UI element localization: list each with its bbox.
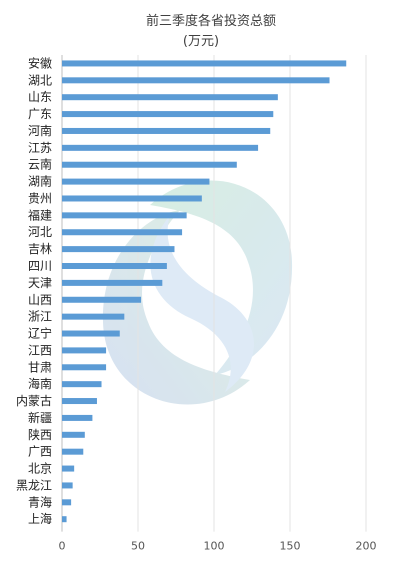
bar <box>62 77 330 84</box>
category-label: 广东 <box>28 107 52 121</box>
x-tick-label: 100 <box>204 540 225 553</box>
bar <box>62 178 210 185</box>
category-label: 甘肃 <box>28 360 52 374</box>
bar <box>62 94 278 101</box>
bar <box>62 414 93 421</box>
category-label: 山东 <box>28 90 52 104</box>
category-label: 天津 <box>28 276 52 290</box>
x-tick-label: 50 <box>131 540 145 553</box>
category-label: 河北 <box>28 225 52 239</box>
category-label: 内蒙古 <box>16 393 52 408</box>
bar <box>62 330 120 337</box>
bar <box>62 60 347 67</box>
bar <box>62 246 175 253</box>
category-label: 河南 <box>28 123 52 138</box>
bar <box>62 144 259 151</box>
category-label: 江西 <box>28 343 52 357</box>
category-label: 辽宁 <box>28 326 52 341</box>
category-label: 上海 <box>28 511 52 526</box>
x-tick-label: 200 <box>356 540 377 553</box>
x-tick-labels: 0 50 100 150 200 <box>59 540 377 553</box>
category-label: 新疆 <box>28 410 52 425</box>
category-label: 云南 <box>28 157 52 172</box>
bar <box>62 161 237 168</box>
bar <box>62 431 85 438</box>
category-labels: 安徽湖北山东广东河南江苏云南湖南贵州福建河北吉林四川天津山西浙江辽宁江西甘肃海南… <box>16 55 52 526</box>
bars <box>62 60 347 523</box>
bar <box>62 347 107 354</box>
category-label: 陕西 <box>28 427 52 442</box>
category-label: 北京 <box>28 462 52 476</box>
chart-title: 前三季度各省投资总额 <box>146 13 276 29</box>
category-label: 吉林 <box>28 242 52 256</box>
x-tick-label: 150 <box>280 540 301 553</box>
bar <box>62 296 142 303</box>
bar <box>62 465 75 472</box>
bar <box>62 381 102 388</box>
bar <box>62 229 183 236</box>
chart-subtitle: (万元) <box>183 34 219 49</box>
bar <box>62 482 73 489</box>
bar <box>62 195 202 202</box>
category-label: 广西 <box>28 445 52 459</box>
category-label: 黑龙江 <box>16 478 52 492</box>
bar <box>62 263 167 269</box>
bar <box>62 127 271 134</box>
bar <box>62 448 84 455</box>
bar <box>62 499 72 506</box>
category-label: 江苏 <box>28 141 52 155</box>
category-label: 四川 <box>28 259 52 273</box>
gridlines <box>61 55 367 532</box>
bar <box>62 398 97 405</box>
bar <box>62 279 163 286</box>
x-tick-label: 0 <box>59 540 66 553</box>
category-label: 安徽 <box>28 55 52 70</box>
category-label: 山西 <box>28 293 52 307</box>
category-label: 贵州 <box>28 191 52 205</box>
category-label: 湖南 <box>28 174 52 189</box>
watermark-logo <box>102 180 293 405</box>
category-label: 青海 <box>28 494 52 509</box>
category-label: 海南 <box>28 376 52 391</box>
bar <box>62 212 187 219</box>
bar <box>62 516 67 523</box>
category-label: 浙江 <box>28 310 52 324</box>
category-label: 湖北 <box>28 72 52 87</box>
bar <box>62 111 274 118</box>
bar <box>62 364 107 371</box>
bar <box>62 313 125 320</box>
category-label: 福建 <box>28 207 52 222</box>
